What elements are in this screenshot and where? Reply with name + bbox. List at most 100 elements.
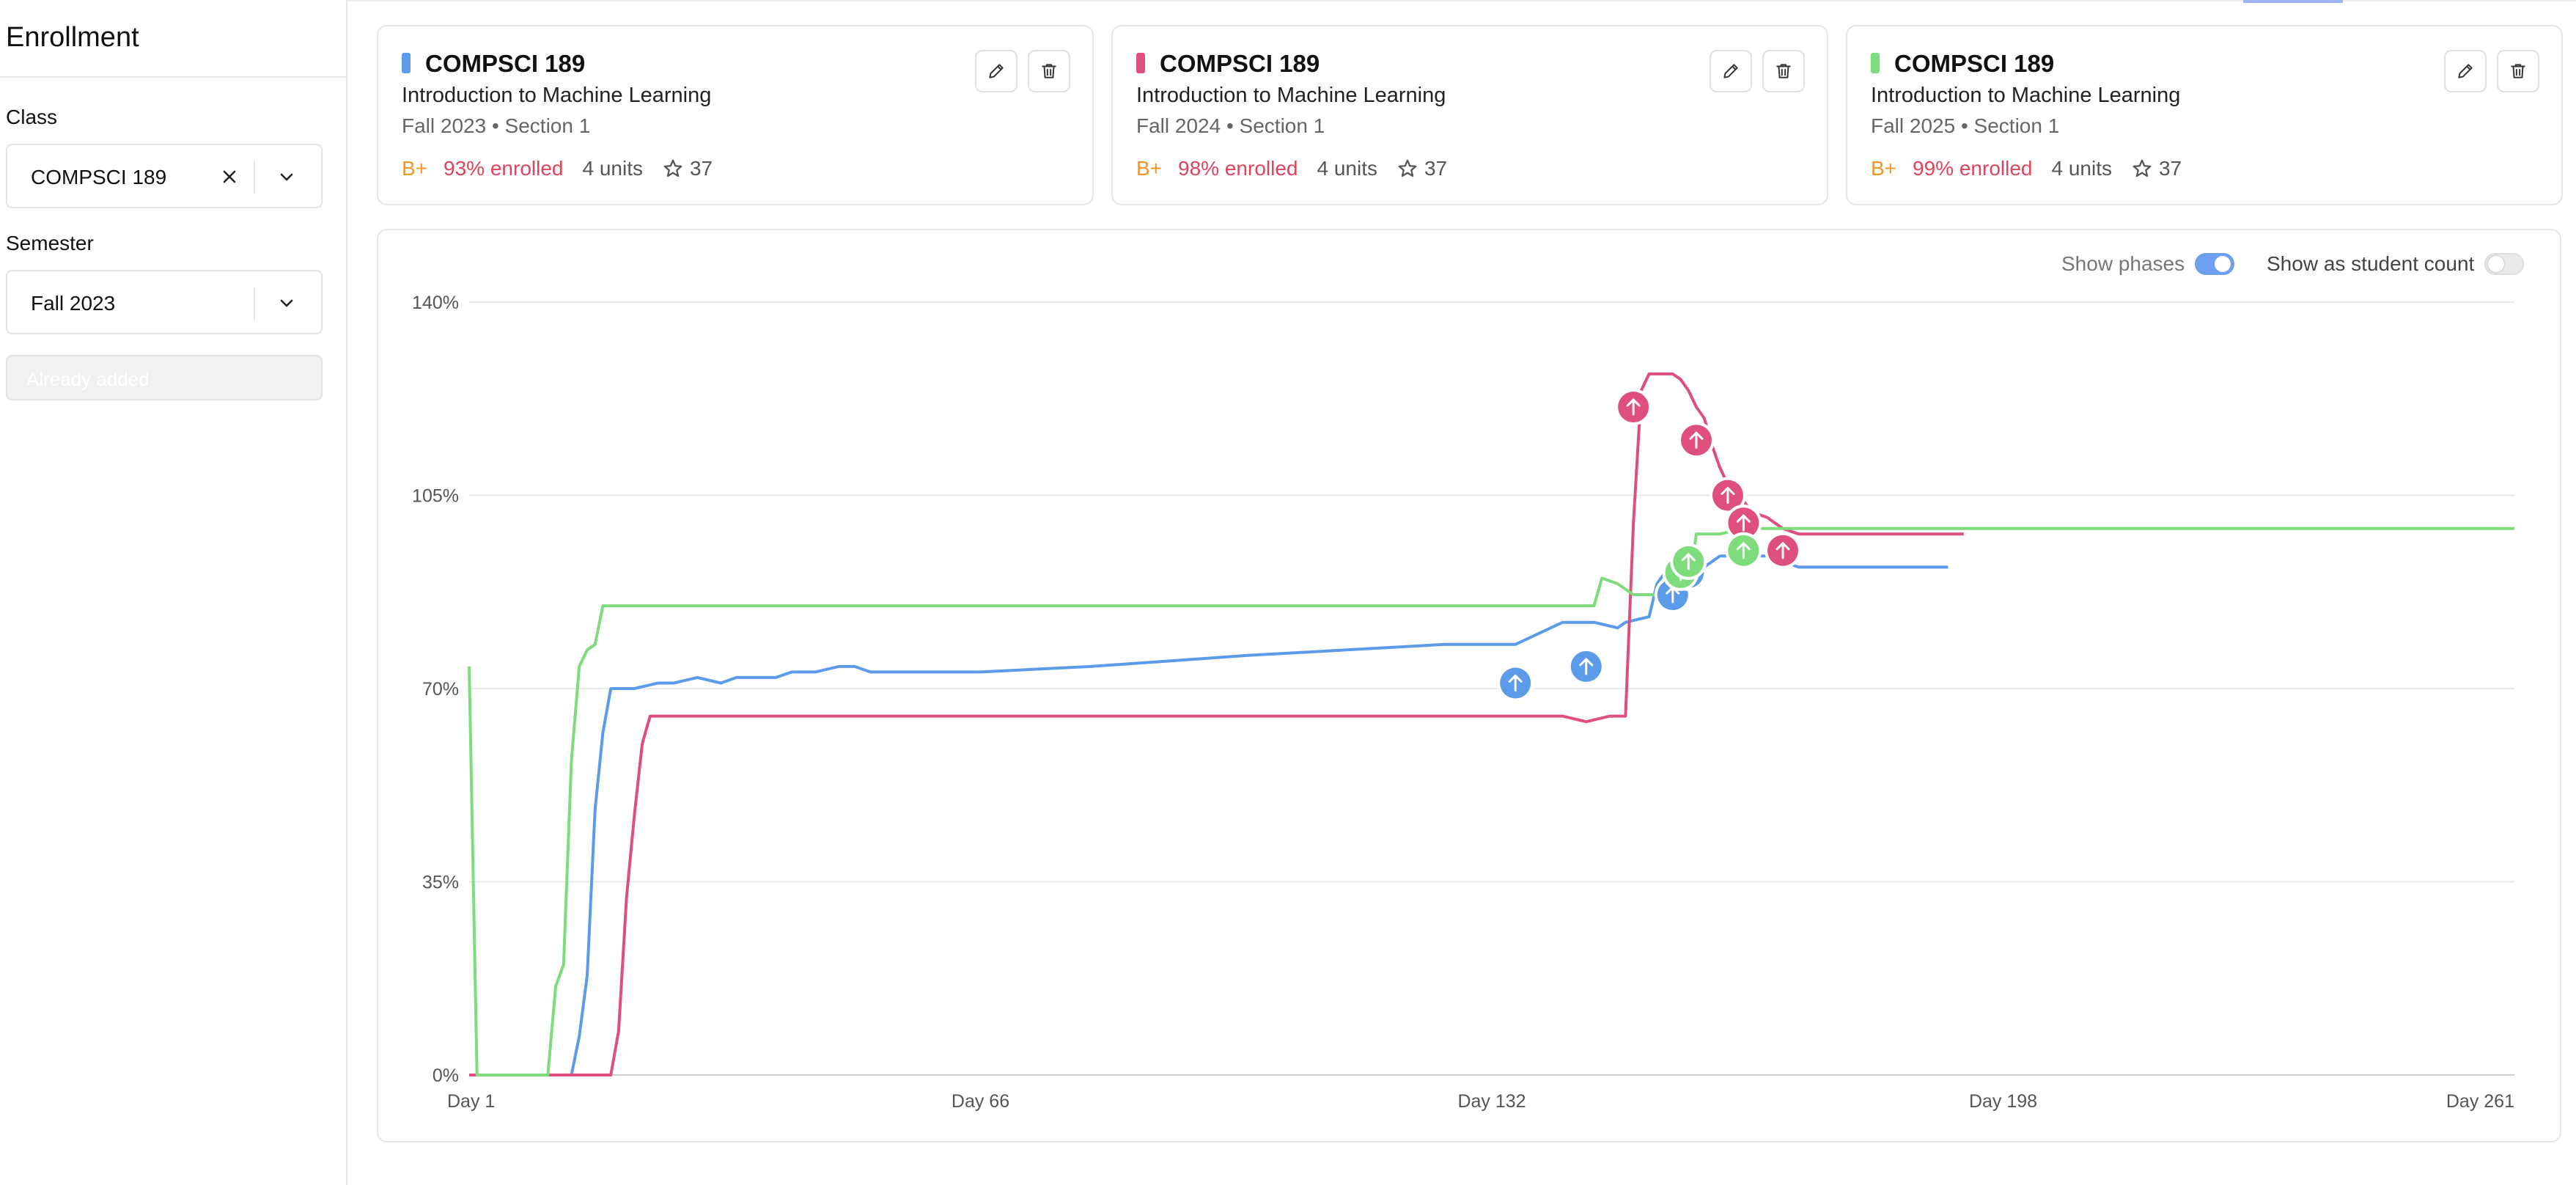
y-tick-label: 105% [412,486,459,507]
delete-button[interactable] [2497,50,2539,92]
trash-icon [1776,64,1791,78]
semester-select[interactable]: Fall 2023 [6,270,323,334]
enrolled-percent: 98% enrolled [1178,157,1298,180]
sidebar: Enrollment Class COMPSCI 189 Semester Fa… [0,0,347,1185]
course-code: COMPSCI 189 [1894,50,2055,77]
rating: 37 [1396,157,1447,180]
class-select[interactable]: COMPSCI 189 [6,144,323,208]
chart-panel: Show phases Show as student count 140% 10… [377,229,2561,1142]
edit-button[interactable] [2444,50,2487,92]
rating: 37 [2131,157,2182,180]
phase-marker[interactable] [1615,389,1652,426]
x-tick-label: Day 198 [1969,1091,2037,1112]
already-added-button[interactable]: Already added [6,355,323,400]
course-term: Fall 2025 • Section 1 [1871,114,2060,137]
x-tick-label: Day 1 [447,1091,495,1112]
units: 4 units [582,157,643,180]
arrow-up-icon [1579,658,1594,675]
clear-icon[interactable] [217,164,242,189]
pencil-icon [2458,64,2473,78]
star-icon [663,159,682,177]
y-tick-label: 70% [422,679,459,700]
arrow-up-icon [1508,674,1523,691]
trash-icon [2511,64,2525,78]
y-tick-label: 35% [422,873,459,893]
chevron-down-icon[interactable] [274,164,299,189]
grade-badge: B+ [1871,157,1897,180]
rating-count: 37 [2158,157,2182,180]
phase-marker[interactable] [1678,422,1715,459]
show-phases-label: Show phases [2061,252,2185,275]
x-tick-label: Day 261 [2446,1091,2514,1112]
color-swatch [1871,53,1880,73]
trash-icon [1042,64,1056,78]
course-stats: B+ 93% enrolled 4 units 37 [402,157,713,180]
color-swatch [402,53,411,73]
course-stats: B+ 98% enrolled 4 units 37 [1136,157,1447,180]
course-code: COMPSCI 189 [425,50,586,77]
enrolled-percent: 99% enrolled [1913,157,2033,180]
course-term: Fall 2024 • Section 1 [1136,114,1325,137]
select-separator [254,161,255,194]
course-card[interactable]: COMPSCI 189 Introduction to Machine Lear… [1111,25,1828,205]
delete-button[interactable] [1762,50,1805,92]
show-student-count-toggle[interactable] [2484,253,2525,275]
class-label: Class [6,106,58,128]
pencil-icon [989,64,1004,78]
phase-marker[interactable] [1670,543,1707,580]
x-tick-label: Day 66 [952,1091,1009,1112]
y-tick-label: 0% [433,1065,459,1086]
arrow-up-icon [1775,542,1790,560]
sidebar-title: Enrollment [6,22,139,53]
series-line [468,527,2514,1076]
rating-count: 37 [689,157,713,180]
phase-marker[interactable] [1567,647,1605,685]
show-phases-control[interactable]: Show phases [2061,252,2235,276]
already-added-label: Already added [26,368,150,390]
course-code: COMPSCI 189 [1160,50,1320,77]
units: 4 units [2051,157,2112,180]
grade-badge: B+ [402,157,428,180]
color-swatch [1136,53,1145,73]
phase-marker[interactable] [1709,477,1746,514]
course-card[interactable]: COMPSCI 189 Introduction to Machine Lear… [377,25,1094,205]
show-student-count-label: Show as student count [2267,252,2475,275]
course-name: Introduction to Machine Learning [1136,84,1446,107]
course-term: Fall 2023 • Section 1 [402,114,591,137]
phase-marker[interactable] [1725,532,1762,569]
course-stats: B+ 99% enrolled 4 units 37 [1871,157,2182,180]
course-name: Introduction to Machine Learning [402,84,712,107]
semester-select-value: Fall 2023 [31,292,116,315]
show-student-count-control[interactable]: Show as student count [2267,252,2525,276]
course-name: Introduction to Machine Learning [1871,84,2181,107]
star-icon [2132,159,2152,177]
select-separator [254,287,255,320]
sidebar-divider [0,76,346,78]
course-card[interactable]: COMPSCI 189 Introduction to Machine Lear… [1846,25,2563,205]
series-line [469,549,1948,1076]
arrow-up-icon [1626,398,1641,416]
arrow-up-icon [1736,514,1751,532]
show-phases-toggle[interactable] [2195,253,2235,275]
chevron-down-icon[interactable] [274,290,299,315]
phase-marker[interactable] [1764,532,1802,569]
y-tick-label: 140% [412,293,459,313]
units: 4 units [1317,157,1377,180]
semester-label: Semester [6,232,94,254]
pencil-icon [1723,64,1738,78]
x-tick-label: Day 132 [1457,1091,1526,1112]
top-tab-indicator [2243,0,2343,3]
edit-button[interactable] [1710,50,1752,92]
delete-button[interactable] [1028,50,1070,92]
phase-marker[interactable] [1725,505,1762,542]
rating-count: 37 [1424,157,1448,180]
phase-marker[interactable] [1497,664,1534,702]
star-icon [1398,159,1417,177]
enrolled-percent: 93% enrolled [444,157,564,180]
series-line [469,372,1964,1076]
grade-badge: B+ [1136,157,1163,180]
rating: 37 [662,157,713,180]
arrow-up-icon [1721,487,1735,504]
edit-button[interactable] [975,50,1017,92]
arrow-up-icon [1736,542,1751,560]
